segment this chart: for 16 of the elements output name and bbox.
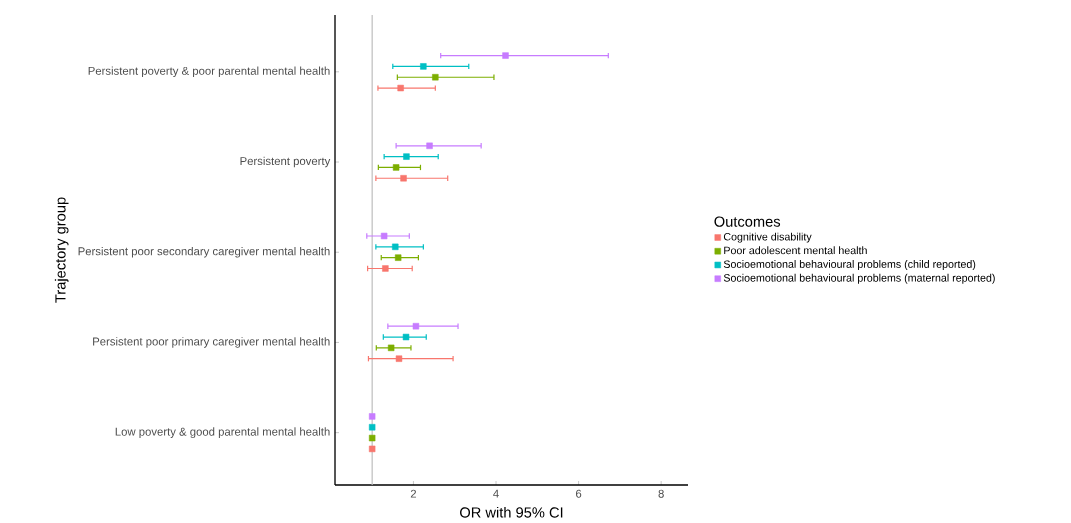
y-tick-label: Persistent poverty — [240, 156, 331, 168]
legend-label: Cognitive disability — [723, 232, 812, 243]
legend-label: Poor adolescent mental health — [724, 246, 867, 255]
legend-title: Outcomes — [714, 216, 781, 227]
legend-label: Socioemotional behavioural problems (child reported) — [723, 260, 976, 271]
x-axis-title: OR with 95% CI — [460, 506, 563, 518]
y-tick-label: Persistent poor secondary caregiver mental health — [78, 246, 330, 258]
x-tick-label: 2 — [410, 489, 417, 498]
y-tick-label: Persistent poor primary caregiver mental health — [93, 337, 330, 348]
y-tick-label: Low poverty & good parental mental health — [115, 427, 330, 438]
x-tick-label: 4 — [493, 489, 499, 498]
y-axis-title: Trajectory group — [54, 197, 69, 303]
legend-label: Socioemotional behavioural problems (maternal reported) — [723, 273, 995, 284]
x-tick-label: 8 — [658, 489, 664, 498]
y-tick-label: Persistent poverty & poor parental mental health — [88, 66, 330, 78]
x-tick-label: 6 — [576, 489, 582, 498]
